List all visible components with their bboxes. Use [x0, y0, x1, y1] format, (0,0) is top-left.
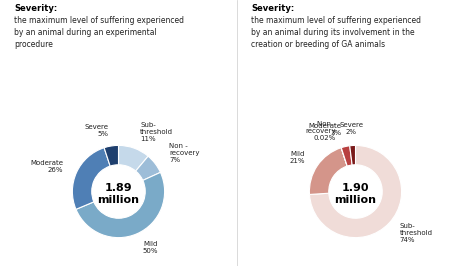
Text: Sub-
threshold
74%: Sub- threshold 74% [400, 223, 433, 243]
Text: Severity:: Severity: [251, 4, 294, 13]
Text: Severity:: Severity: [14, 4, 57, 13]
Wedge shape [341, 148, 347, 166]
Wedge shape [310, 146, 401, 238]
Wedge shape [76, 172, 164, 238]
Text: Severe
2%: Severe 2% [339, 122, 364, 135]
Wedge shape [350, 146, 356, 165]
Wedge shape [341, 146, 352, 166]
Wedge shape [310, 148, 347, 194]
Text: Mild
50%: Mild 50% [143, 241, 158, 254]
Text: Moderate
26%: Moderate 26% [30, 160, 63, 173]
Text: Sub-
threshold
11%: Sub- threshold 11% [140, 122, 173, 142]
Text: 1.90
million: 1.90 million [335, 183, 376, 205]
Wedge shape [104, 146, 118, 166]
Text: 1.89
million: 1.89 million [98, 183, 139, 205]
Text: the maximum level of suffering experienced
by an animal during its involvement i: the maximum level of suffering experienc… [251, 16, 421, 49]
Wedge shape [73, 148, 110, 209]
Text: Severe
5%: Severe 5% [85, 124, 109, 136]
Text: Moderate
3%: Moderate 3% [309, 123, 342, 136]
Wedge shape [136, 156, 160, 180]
Text: the maximum level of suffering experienced
by an animal during an experimental
p: the maximum level of suffering experienc… [14, 16, 184, 49]
Text: Non -
recovery
7%: Non - recovery 7% [169, 143, 200, 163]
Text: Non -
recovery
0.02%: Non - recovery 0.02% [305, 121, 336, 141]
Text: Mild
21%: Mild 21% [290, 151, 305, 164]
Wedge shape [118, 146, 148, 171]
